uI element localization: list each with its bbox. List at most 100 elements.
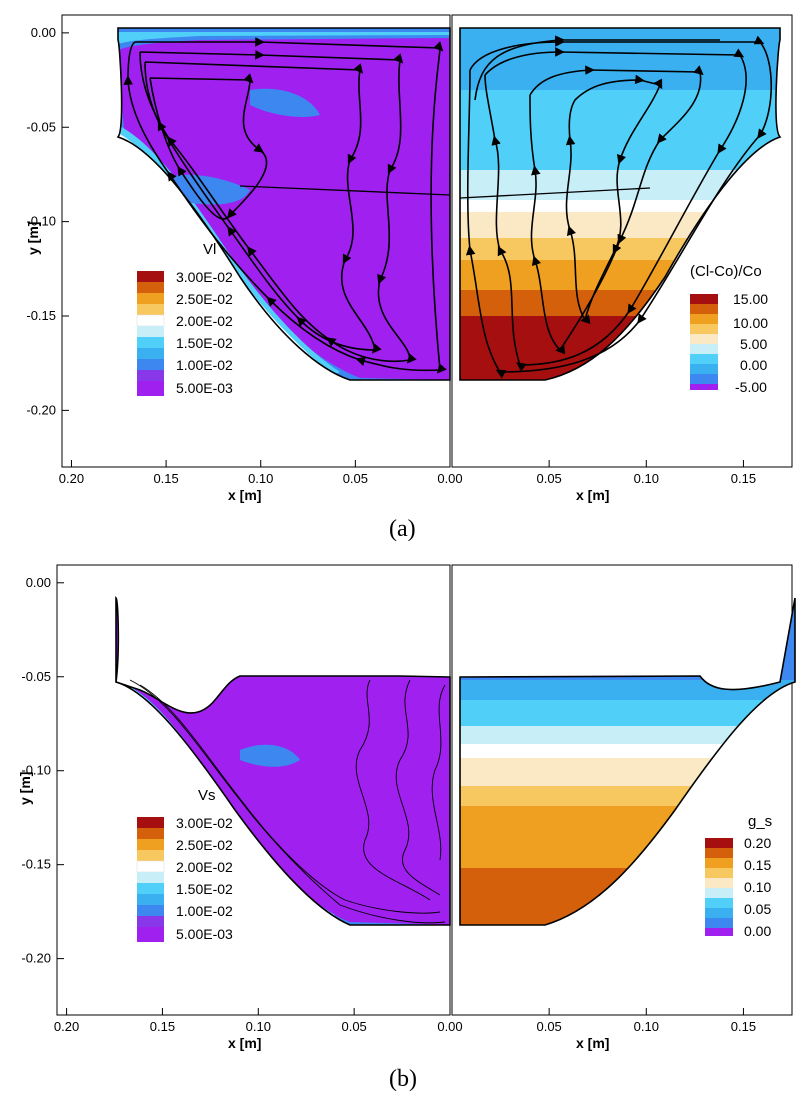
- panel-a-right-frame: [451, 14, 793, 468]
- legend-swatch: [137, 872, 164, 883]
- y-axis-label: y [m]: [17, 772, 33, 805]
- panel-b: Vs 3.00E-02 2.50E-02 2.00E-02 1.50E-02 1…: [17, 564, 796, 1092]
- y-tick-label: -0.20: [21, 951, 51, 966]
- legend-label: 2.50E-02: [176, 291, 233, 307]
- streamline: [139, 684, 441, 914]
- panel-b-vs-patch: [240, 660, 450, 672]
- legend-swatch-75: [137, 370, 164, 381]
- legend-swatch: [705, 898, 733, 908]
- y-tick-label: -0.10: [21, 763, 51, 778]
- y-tick-label: 0.00: [31, 25, 56, 40]
- panel-a-right-legend: (Cl-Co)/Co 15.00 10.00 5.00 0.00 -5.00: [690, 263, 768, 395]
- legend-title: Vs: [198, 787, 216, 804]
- legend-label: 0.20: [744, 835, 771, 851]
- x-tick-label: 0.00: [437, 1019, 462, 1034]
- legend-label: 1.00E-02: [176, 357, 233, 373]
- panel-b-right-legend: g_s 0.20 0.15 0.10 0.05 0.00: [705, 813, 772, 939]
- x-tick-label: 0.15: [150, 1019, 175, 1034]
- legend-swatch: [705, 838, 733, 848]
- legend-label: 5.00E-03: [176, 380, 233, 396]
- legend-label: 15.00: [733, 291, 768, 307]
- panel-b-left-outline: [115, 596, 451, 926]
- panel-a: Vl 3.00E-02 2.50E-02 2.00E-02 1.50E-02 1…: [25, 14, 793, 542]
- legend-swatch-10: [137, 359, 164, 370]
- panel-b-ticks: 0.00 -0.05 -0.10 -0.15 -0.20 0.20 0.15 0.10 0.05…: [21, 575, 756, 1034]
- legend-swatch: [137, 817, 164, 828]
- legend-label: 3.00E-02: [176, 815, 233, 831]
- legend-label: 2.00E-02: [176, 313, 233, 329]
- x-tick-label: 0.10: [246, 1019, 271, 1034]
- x-tick-label: 0.10: [634, 1019, 659, 1034]
- legend-swatch: [137, 850, 164, 861]
- legend-swatch: [705, 858, 733, 868]
- legend-label: 0.10: [744, 879, 771, 895]
- x-tick-label: 0.05: [536, 471, 561, 486]
- y-axis-label: y [m]: [25, 222, 41, 255]
- legend-title: Vl: [203, 241, 216, 258]
- panel-b-right-outline: [459, 597, 796, 926]
- legend-swatch: [690, 344, 718, 354]
- x-tick-label: 0.05: [341, 1019, 366, 1034]
- legend-swatch: [690, 314, 718, 324]
- x-tick-label: 0.10: [248, 471, 273, 486]
- legend-swatch-125: [137, 348, 164, 359]
- x-axis-label: x [m]: [228, 1035, 261, 1051]
- panel-b-vs-patch-2: [240, 744, 300, 767]
- x-tick-label: 0.15: [731, 1019, 756, 1034]
- legend-swatch-175: [137, 326, 164, 337]
- y-tick-label: 0.00: [26, 575, 51, 590]
- panel-b-left-legend: Vs 3.00E-02 2.50E-02 2.00E-02 1.50E-02 1…: [136, 787, 233, 942]
- legend-label: 0.15: [744, 857, 771, 873]
- legend-title: g_s: [748, 813, 772, 830]
- legend-swatch-225: [137, 304, 164, 315]
- x-tick-label: 0.00: [437, 471, 462, 486]
- legend-swatch: [705, 848, 733, 858]
- legend-swatch: [690, 324, 718, 334]
- legend-swatch: [705, 888, 733, 898]
- x-tick-label: 0.20: [54, 1019, 79, 1034]
- y-tick-label: -0.15: [26, 308, 56, 323]
- streamline: [144, 61, 382, 354]
- panel-b-right-frame: [451, 564, 793, 1016]
- legend-swatch-275: [137, 282, 164, 293]
- legend-swatch: [137, 883, 164, 894]
- legend-swatch: [690, 304, 718, 314]
- legend-swatch-20: [136, 314, 165, 327]
- legend-title: (Cl-Co)/Co: [690, 263, 762, 280]
- panel-a-left-legend: Vl 3.00E-02 2.50E-02 2.00E-02 1.50E-02 1…: [136, 241, 233, 396]
- x-axis-label: x [m]: [228, 487, 261, 503]
- legend-swatch: [690, 354, 718, 364]
- legend-swatch: [705, 928, 733, 936]
- legend-label: 3.00E-02: [176, 269, 233, 285]
- x-axis-label: x [m]: [576, 487, 609, 503]
- legend-swatch: [705, 908, 733, 918]
- legend-swatch: [690, 364, 718, 374]
- x-tick-label: 0.15: [153, 471, 178, 486]
- streamline: [565, 74, 663, 325]
- legend-swatch: [136, 860, 165, 873]
- streamline: [129, 679, 446, 924]
- legend-swatch: [137, 894, 164, 905]
- legend-swatch: [705, 918, 733, 928]
- legend-label: 0.00: [744, 923, 771, 939]
- x-axis-label: x [m]: [576, 1035, 609, 1051]
- x-tick-label: 0.05: [343, 471, 368, 486]
- legend-swatch: [137, 839, 164, 850]
- legend-swatch-30: [137, 271, 164, 282]
- legend-label: 1.50E-02: [176, 881, 233, 897]
- panel-a-right-streamlines: [465, 35, 772, 379]
- panel-b-left-streamlines: [129, 679, 446, 924]
- streamline: [431, 684, 446, 861]
- legend-swatch: [137, 916, 164, 927]
- legend-label: 2.00E-02: [176, 859, 233, 875]
- y-tick-label: -0.05: [21, 669, 51, 684]
- legend-label: 10.00: [733, 315, 768, 331]
- legend-swatch: [137, 927, 164, 942]
- streamline: [474, 35, 720, 101]
- x-tick-label: 0.15: [731, 471, 756, 486]
- y-tick-label: -0.10: [26, 214, 56, 229]
- legend-label: -5.00: [735, 379, 767, 395]
- legend-swatch: [690, 384, 718, 390]
- panel-caption: (b): [389, 1066, 417, 1092]
